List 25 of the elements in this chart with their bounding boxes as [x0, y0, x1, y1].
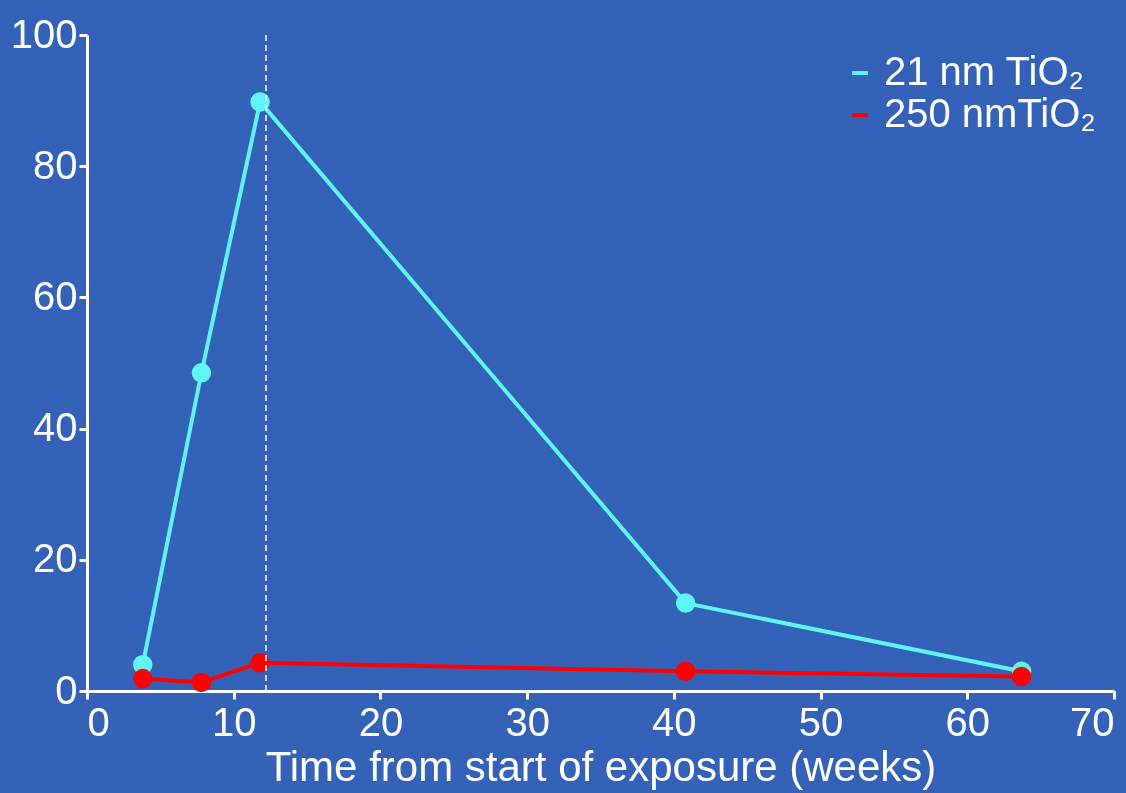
x-tick-label: 60: [945, 699, 991, 744]
point: [191, 363, 212, 383]
y-tick-label: 80: [33, 142, 78, 187]
point: [191, 672, 212, 693]
point: [675, 661, 696, 682]
x-tick-label: 20: [358, 699, 404, 744]
y-tick-label: 20: [33, 536, 78, 581]
point: [250, 653, 270, 673]
x-tick-label: 40: [652, 699, 697, 744]
point: [250, 92, 270, 112]
y-tick-label: 60: [33, 273, 78, 318]
point: [133, 668, 153, 689]
x-tick-label: 10: [211, 699, 257, 744]
point: [675, 593, 696, 613]
y-tick-label: 0: [55, 667, 78, 712]
y-tick-label: 40: [33, 405, 78, 450]
x-tick-label: 70: [1070, 699, 1115, 744]
point: [1011, 666, 1032, 687]
legend-label: 21 nm TiO₂: [884, 49, 1085, 93]
x-tick-label: 30: [505, 699, 550, 744]
x-tick-label: 50: [798, 699, 844, 744]
x-axis-title: Time from start of exposure (weeks): [265, 742, 937, 790]
legend-label: 250 nmTiO₂: [884, 91, 1096, 135]
y-tick-label: 100: [10, 11, 78, 56]
x-tick-label: 0: [87, 699, 110, 744]
